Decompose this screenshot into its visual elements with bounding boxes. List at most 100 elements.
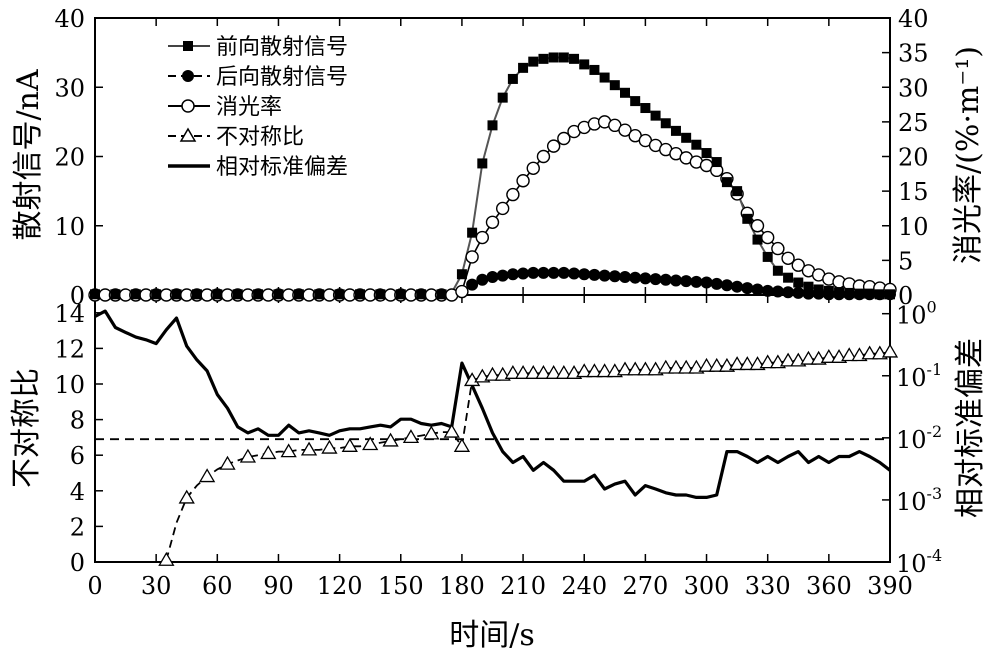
x-tick-label: 270 bbox=[622, 572, 668, 600]
filled-circle-icon bbox=[182, 70, 194, 82]
forward-scatter-point bbox=[823, 285, 834, 296]
y-left-tick-label: 4 bbox=[70, 478, 85, 506]
back-scatter-point bbox=[741, 282, 754, 295]
extinction-point bbox=[475, 230, 490, 245]
x-axis-title: 时间/s bbox=[449, 618, 535, 653]
back-scatter-point bbox=[608, 270, 621, 283]
x-tick-label: 300 bbox=[684, 572, 730, 600]
extinction-point bbox=[516, 174, 530, 188]
forward-scatter-point bbox=[293, 289, 304, 300]
extinction-point bbox=[465, 250, 479, 264]
forward-scatter-point bbox=[630, 96, 641, 107]
back-scatter-point bbox=[619, 270, 631, 283]
y-right-tick-label: 10-1 bbox=[896, 360, 942, 392]
back-scatter-point bbox=[700, 276, 713, 289]
x-tick-label: 330 bbox=[745, 572, 791, 600]
asymmetry-point bbox=[667, 359, 685, 374]
asymmetry-point bbox=[657, 359, 674, 374]
asymmetry-point bbox=[198, 468, 216, 483]
forward-scatter-point bbox=[834, 287, 845, 298]
back-scatter-point bbox=[639, 272, 652, 285]
y-right-tick-label: 35 bbox=[898, 40, 929, 68]
asymmetry-point bbox=[820, 349, 837, 363]
x-tick-label: 60 bbox=[202, 572, 233, 600]
legend-label: 后向散射信号 bbox=[216, 65, 348, 90]
forward-scatter-point bbox=[660, 118, 671, 129]
asymmetry-point bbox=[779, 352, 797, 367]
back-scatter-point bbox=[649, 273, 662, 286]
asymmetry-point bbox=[627, 361, 644, 376]
asymmetry-point bbox=[728, 356, 746, 371]
legend-item-back-scatter: 后向散射信号 bbox=[168, 65, 348, 90]
extinction-point bbox=[526, 161, 540, 175]
legend-item-extinction: 消光率 bbox=[168, 95, 282, 120]
back-scatter-point bbox=[782, 286, 795, 299]
forward-scatter-point bbox=[355, 289, 365, 300]
extinction-point bbox=[485, 215, 500, 229]
forward-scatter-point bbox=[436, 289, 447, 300]
forward-scatter-point bbox=[864, 288, 875, 299]
forward-scatter-point bbox=[253, 289, 264, 300]
forward-scatter-point bbox=[375, 289, 386, 300]
back-scatter-point bbox=[669, 274, 682, 287]
asymmetry-point bbox=[219, 455, 236, 470]
y-left-tick-label: 0 bbox=[70, 282, 85, 310]
extinction-point bbox=[536, 149, 551, 164]
back-scatter-point bbox=[557, 266, 570, 279]
forward-scatter-point bbox=[130, 289, 141, 300]
y-right-tick-label: 5 bbox=[898, 247, 913, 275]
forward-scatter-point bbox=[844, 287, 855, 298]
back-scatter-point bbox=[720, 279, 733, 292]
asymmetry-point bbox=[423, 425, 440, 440]
asymmetry-point bbox=[321, 439, 338, 454]
forward-scatter-point bbox=[548, 52, 559, 63]
extinction-point bbox=[546, 139, 561, 153]
filled-square-icon bbox=[183, 41, 193, 51]
asymmetry-point bbox=[484, 366, 501, 381]
asymmetry-point bbox=[514, 365, 532, 379]
back-scatter-point bbox=[547, 266, 560, 279]
back-scatter-point bbox=[466, 278, 479, 291]
asymmetry-point bbox=[739, 356, 756, 371]
back-scatter-point bbox=[710, 277, 723, 290]
asymmetry-point bbox=[443, 423, 460, 438]
top-right-axis-title: 消光率/(%·m⁻¹) bbox=[951, 46, 986, 264]
forward-scatter-point bbox=[497, 92, 508, 103]
y-right-tick-label: 10-3 bbox=[896, 484, 942, 516]
x-tick-label: 0 bbox=[87, 572, 102, 600]
forward-scatter-point bbox=[732, 186, 743, 197]
asymmetry-point bbox=[841, 347, 858, 362]
forward-scatter-point bbox=[487, 120, 498, 131]
asymmetry-point bbox=[708, 357, 725, 372]
extinction-point bbox=[760, 230, 775, 245]
forward-scatter-point bbox=[151, 289, 162, 300]
forward-scatter-point bbox=[191, 289, 202, 300]
x-tick-label: 120 bbox=[317, 572, 363, 600]
asymmetry-point bbox=[260, 445, 277, 460]
extinction-point bbox=[495, 201, 510, 216]
forward-scatter-point bbox=[538, 53, 549, 64]
x-tick-label: 180 bbox=[439, 572, 485, 600]
legend-label: 前向散射信号 bbox=[216, 35, 348, 60]
asymmetry-point bbox=[362, 436, 379, 451]
back-scatter-point bbox=[568, 267, 581, 280]
extinction-point bbox=[771, 241, 785, 256]
forward-scatter-point bbox=[528, 56, 539, 67]
forward-scatter-point bbox=[416, 289, 427, 300]
y-left-tick-label: 2 bbox=[70, 513, 85, 541]
asymmetry-point bbox=[586, 363, 603, 378]
legend: 前向散射信号 后向散射信号 消光率 不对称比 相对标准偏差 bbox=[168, 35, 348, 180]
back-scatter-point bbox=[629, 271, 642, 284]
extinction-line bbox=[95, 121, 891, 296]
top-left-axis-title: 散射信号/nA bbox=[11, 69, 46, 240]
open-triangle-icon bbox=[179, 127, 197, 142]
forward-scatter-point bbox=[620, 87, 630, 98]
bottom-left-axis-title: 不对称比 bbox=[9, 368, 44, 488]
asymmetry-point bbox=[800, 350, 817, 365]
x-tick-label: 360 bbox=[806, 572, 852, 600]
asymmetry-point bbox=[678, 359, 695, 374]
asymmetry-point bbox=[504, 365, 522, 379]
y-right-tick-label: 10 bbox=[898, 213, 929, 241]
back-scatter-point bbox=[690, 275, 703, 288]
